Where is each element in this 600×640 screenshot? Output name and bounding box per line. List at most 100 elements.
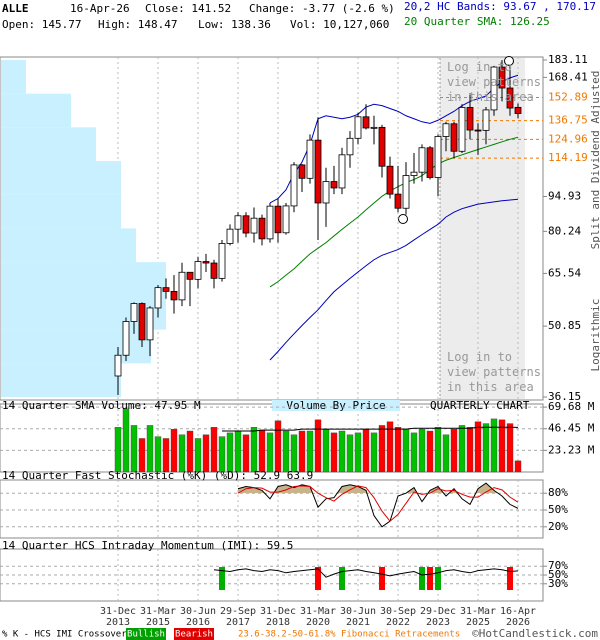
x-tick-label: 31-Mar 2015 [139, 606, 177, 628]
volume-by-price-title-bg [272, 400, 400, 411]
x-tick-label: 30-Jun 2016 [179, 606, 217, 628]
volume-by-price-title: Volume By Price [286, 399, 385, 412]
volume-bar [394, 427, 402, 473]
candle-body [178, 271, 186, 301]
candle-body [290, 164, 298, 207]
candle-body [306, 139, 314, 179]
candle-body [338, 154, 346, 189]
y-tick-label: 30% [548, 577, 568, 590]
indicator-line [213, 568, 519, 578]
volume-bar [290, 434, 298, 473]
volume-bar [378, 425, 386, 473]
volume-by-price-bar [1, 228, 136, 263]
volume-bar [194, 438, 202, 473]
indicator-line [269, 198, 519, 361]
overbought-shade [238, 483, 518, 494]
candle-body [210, 262, 218, 279]
volume-bar [338, 430, 346, 473]
volume-bar [122, 408, 130, 473]
signal-bar [435, 567, 441, 590]
open: Open: 145.77 [2, 18, 81, 31]
panel-title: 14 Quarter HCS Intraday Momentum (IMI): … [2, 539, 293, 552]
x-tick-label: 31-Dec 2013 [99, 606, 137, 628]
candle-body [186, 271, 194, 280]
fib-label: 152.89 [548, 90, 588, 103]
volume-bar [330, 432, 338, 473]
candle-body [234, 215, 242, 230]
volume-by-price-bar [1, 262, 166, 296]
fib-label: 124.96 [548, 132, 588, 145]
signal-bar [339, 567, 345, 590]
volume-bar [322, 428, 330, 473]
y-tick-label: 168.41 [548, 70, 588, 83]
y-tick-label: 20% [548, 520, 568, 533]
volume-bar [482, 423, 490, 473]
change: Change: -3.77 (-2.6 %) [249, 2, 395, 15]
y-tick-label: 23.23 M [548, 443, 595, 456]
locked-area [440, 58, 525, 399]
volume-by-price-bar [1, 60, 26, 94]
candle-body [418, 147, 426, 173]
volume-bar [242, 434, 250, 473]
volume-bar [282, 430, 290, 473]
date: 16-Apr-26 [70, 2, 130, 15]
volume-bar [346, 434, 354, 473]
price-panel [0, 56, 544, 401]
signal-bar [419, 567, 425, 590]
signal-bar [427, 567, 433, 590]
pivot-marker [398, 214, 408, 224]
footer-fib: 23.6-38.2-50-61.8% Fibonacci Retracement… [238, 630, 460, 640]
y-tick-label: 50.85 [548, 319, 581, 332]
locked-text: Log in to view patterns in this area [447, 350, 541, 394]
y-tick-label: 94.93 [548, 189, 581, 202]
candle-body [386, 165, 394, 195]
candle-body [250, 217, 258, 234]
candle-body [242, 215, 250, 234]
volume-by-price-bar [1, 127, 96, 162]
stochastic-panel [0, 479, 544, 539]
volume-bar [458, 425, 466, 473]
volume-bar [258, 429, 266, 473]
candle-body [442, 123, 450, 137]
volume-bar [274, 420, 282, 473]
candle-body [426, 147, 434, 178]
candle-body [378, 126, 386, 167]
candle-body [370, 126, 378, 129]
indicator-line [237, 482, 519, 528]
x-tick-label: 29-Sep 2017 [219, 606, 257, 628]
y-tick-label: 183.11 [548, 53, 588, 66]
volume-bar [210, 427, 218, 473]
signal-bar [507, 567, 513, 590]
y-tick-label: 50% [548, 503, 568, 516]
panel-title: 14 Quarter Fast Stochastic (%K) (%D): 52… [2, 469, 313, 482]
y-tick-label: 80% [548, 486, 568, 499]
volume-bar [170, 428, 178, 473]
candle-body [162, 287, 170, 292]
panel-title: 14 Quarter SMA Volume: 47.95 M [2, 399, 201, 412]
volume-bar [130, 425, 138, 473]
footer-copyright: ©HotCandlestick.com [472, 627, 598, 640]
candle-body [482, 109, 490, 131]
candle-body [330, 181, 338, 189]
candle-body [434, 136, 442, 178]
x-tick-label: 31-Mar 2025 [459, 606, 497, 628]
candle-body [458, 107, 466, 152]
candle-body [498, 66, 506, 89]
close: Close: 141.52 [145, 2, 231, 15]
candle-body [354, 116, 362, 139]
candle-body [410, 171, 418, 176]
footer-bullish: Bullish [127, 630, 165, 640]
volume-bar [178, 434, 186, 473]
candle-body [194, 261, 202, 280]
candle-body [226, 228, 234, 244]
volume-bar [218, 436, 226, 473]
candle-body [314, 139, 322, 204]
bands: 20,2 HC Bands: 93.67 , 170.17 [404, 0, 596, 13]
chart-label: QUARTERLY CHART [430, 399, 530, 412]
volume-bar [402, 428, 410, 473]
candle-body [146, 307, 154, 341]
volume-bar [418, 428, 426, 473]
sma-label: 20 Quarter SMA: 126.25 [404, 15, 550, 28]
volume-bar [114, 427, 122, 473]
